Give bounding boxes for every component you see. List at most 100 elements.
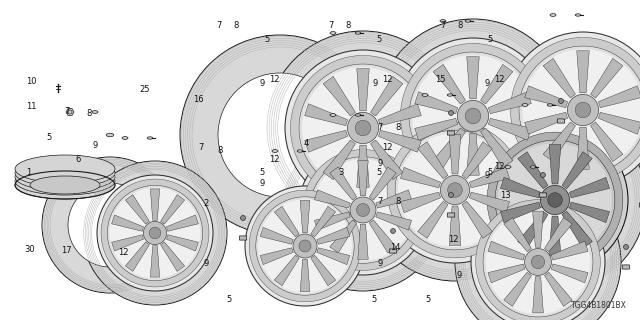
Ellipse shape bbox=[15, 171, 115, 199]
Text: 8: 8 bbox=[234, 21, 239, 30]
Ellipse shape bbox=[355, 114, 361, 116]
Text: 7: 7 bbox=[378, 124, 383, 132]
Text: 9: 9 bbox=[260, 180, 265, 188]
Circle shape bbox=[458, 100, 488, 132]
Text: 8: 8 bbox=[458, 21, 463, 30]
Polygon shape bbox=[598, 86, 640, 108]
Circle shape bbox=[449, 111, 453, 116]
Circle shape bbox=[266, 31, 460, 225]
Circle shape bbox=[350, 197, 376, 223]
Text: TGG4B1801BX: TGG4B1801BX bbox=[571, 301, 627, 310]
Text: 5: 5 bbox=[264, 35, 269, 44]
Polygon shape bbox=[488, 92, 531, 114]
Circle shape bbox=[398, 133, 512, 247]
Polygon shape bbox=[161, 242, 185, 271]
Circle shape bbox=[298, 145, 428, 275]
Circle shape bbox=[376, 19, 570, 213]
Polygon shape bbox=[591, 122, 623, 162]
Circle shape bbox=[519, 46, 640, 174]
Circle shape bbox=[312, 159, 413, 261]
FancyBboxPatch shape bbox=[389, 249, 397, 253]
Text: 7: 7 bbox=[328, 21, 333, 30]
Polygon shape bbox=[371, 76, 403, 116]
Text: 7: 7 bbox=[440, 21, 445, 30]
Text: 12: 12 bbox=[269, 76, 279, 84]
Text: 9: 9 bbox=[484, 79, 490, 88]
Polygon shape bbox=[591, 58, 623, 98]
Polygon shape bbox=[371, 140, 403, 180]
Polygon shape bbox=[401, 167, 440, 188]
Polygon shape bbox=[562, 211, 593, 248]
Text: 7: 7 bbox=[198, 143, 204, 152]
Polygon shape bbox=[551, 264, 588, 283]
Ellipse shape bbox=[330, 114, 336, 116]
FancyBboxPatch shape bbox=[639, 203, 640, 207]
Circle shape bbox=[302, 67, 424, 189]
Polygon shape bbox=[543, 122, 575, 162]
Circle shape bbox=[455, 179, 621, 320]
Circle shape bbox=[397, 133, 513, 247]
Circle shape bbox=[505, 32, 640, 188]
Polygon shape bbox=[577, 51, 589, 93]
Polygon shape bbox=[150, 189, 159, 220]
Polygon shape bbox=[376, 190, 412, 208]
Polygon shape bbox=[518, 211, 548, 248]
FancyBboxPatch shape bbox=[557, 119, 564, 123]
Text: 10: 10 bbox=[26, 77, 36, 86]
Text: 9: 9 bbox=[260, 79, 265, 88]
Text: 12: 12 bbox=[448, 236, 458, 244]
Polygon shape bbox=[330, 220, 356, 253]
Polygon shape bbox=[562, 152, 593, 189]
Polygon shape bbox=[449, 134, 461, 174]
Polygon shape bbox=[378, 130, 421, 152]
Ellipse shape bbox=[30, 176, 100, 194]
Ellipse shape bbox=[15, 163, 115, 191]
Polygon shape bbox=[549, 216, 561, 255]
Polygon shape bbox=[449, 206, 461, 245]
Polygon shape bbox=[378, 104, 421, 126]
Circle shape bbox=[356, 204, 369, 217]
Circle shape bbox=[110, 188, 200, 278]
Polygon shape bbox=[111, 215, 143, 231]
Text: 8: 8 bbox=[396, 197, 401, 206]
Polygon shape bbox=[545, 272, 572, 306]
Circle shape bbox=[303, 149, 424, 270]
Circle shape bbox=[42, 157, 178, 293]
Text: 12: 12 bbox=[382, 143, 392, 152]
Polygon shape bbox=[305, 130, 348, 152]
Ellipse shape bbox=[92, 111, 98, 113]
Polygon shape bbox=[166, 235, 198, 251]
Ellipse shape bbox=[106, 133, 114, 137]
Ellipse shape bbox=[547, 104, 553, 106]
Polygon shape bbox=[125, 195, 149, 224]
Circle shape bbox=[568, 94, 598, 125]
Circle shape bbox=[623, 244, 628, 249]
Polygon shape bbox=[545, 218, 572, 252]
Polygon shape bbox=[305, 104, 348, 126]
Polygon shape bbox=[369, 167, 396, 200]
Text: 11: 11 bbox=[26, 102, 36, 111]
Polygon shape bbox=[275, 255, 299, 286]
Circle shape bbox=[465, 108, 481, 124]
Circle shape bbox=[245, 186, 365, 306]
Ellipse shape bbox=[147, 137, 153, 139]
Text: 9: 9 bbox=[372, 79, 378, 88]
Text: 1: 1 bbox=[26, 168, 31, 177]
Polygon shape bbox=[467, 57, 479, 99]
Polygon shape bbox=[275, 206, 299, 237]
Ellipse shape bbox=[447, 94, 453, 96]
Polygon shape bbox=[161, 195, 185, 224]
Ellipse shape bbox=[465, 20, 471, 22]
Polygon shape bbox=[166, 215, 198, 231]
Text: 5: 5 bbox=[259, 168, 264, 177]
Ellipse shape bbox=[272, 149, 278, 152]
Polygon shape bbox=[415, 118, 458, 140]
Text: 16: 16 bbox=[193, 95, 204, 104]
Text: 12: 12 bbox=[494, 162, 504, 171]
Polygon shape bbox=[314, 212, 350, 230]
Text: 7: 7 bbox=[378, 197, 383, 206]
Polygon shape bbox=[369, 220, 396, 253]
FancyBboxPatch shape bbox=[622, 265, 630, 269]
Text: 5: 5 bbox=[488, 168, 493, 177]
Polygon shape bbox=[418, 201, 448, 238]
